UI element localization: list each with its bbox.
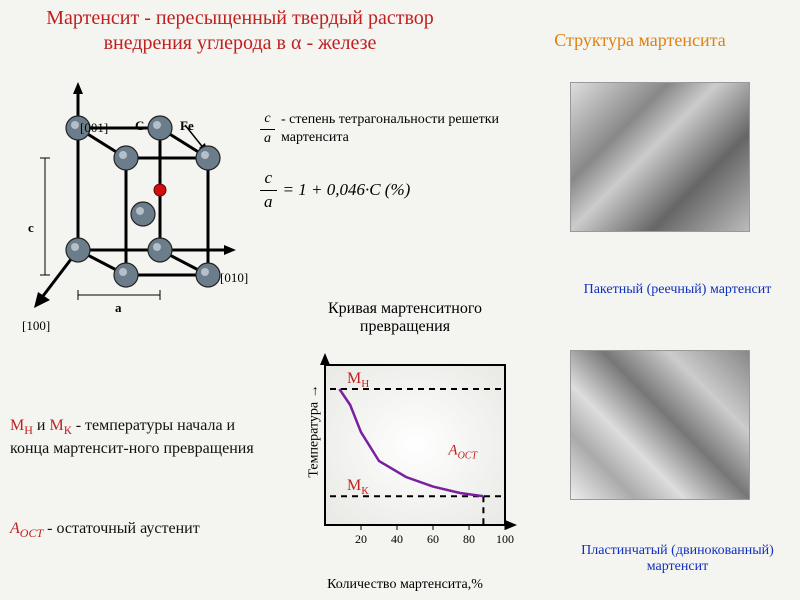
aost-text: АОСТ - остаточный аустенит bbox=[10, 520, 270, 541]
title-line1: Мартенсит - пересыщенный твердый раствор bbox=[46, 7, 434, 29]
main-title: Мартенсит - пересыщенный твердый раствор… bbox=[10, 6, 470, 56]
photo2-caption: Пластинчатый (двинокованный) мартенсит bbox=[560, 543, 795, 575]
chart-svg: 20406080100МНМКАОСТ bbox=[290, 350, 520, 570]
label-c-atom: C bbox=[135, 118, 144, 134]
axis-010: [010] bbox=[220, 270, 248, 286]
mk-sym: МК bbox=[49, 417, 71, 434]
formula-eq: = 1 + 0,046·C (%) bbox=[283, 179, 411, 202]
svg-text:60: 60 bbox=[427, 532, 439, 546]
svg-text:100: 100 bbox=[496, 532, 514, 546]
photo-packet bbox=[570, 82, 750, 232]
structure-title: Структура мартенсита bbox=[500, 30, 780, 51]
formula-desc: - степень тетрагональности решетки марте… bbox=[281, 111, 510, 149]
martensite-chart: 20406080100МНМКАОСТ bbox=[290, 350, 520, 570]
mn-mk-text: МН и МК - температуры начала и конца мар… bbox=[10, 415, 270, 460]
chart-title: Кривая мартенситного превращения bbox=[290, 300, 520, 336]
svg-text:20: 20 bbox=[355, 532, 367, 546]
frac-ca-2: c a bbox=[260, 167, 277, 214]
chart-xlabel: Количество мартенсита,% bbox=[290, 577, 520, 593]
title-line2: внедрения углерода в α - железе bbox=[104, 32, 377, 54]
formula-block: c a - степень тетрагональности решетки м… bbox=[260, 110, 510, 214]
lattice-svg bbox=[10, 70, 240, 330]
photo1-caption: Пакетный (реечный) мартенсит bbox=[560, 282, 795, 298]
photo-plate bbox=[570, 350, 750, 500]
label-a-dim: a bbox=[115, 300, 122, 316]
lattice-diagram: [001] [010] [100] C Fe c a bbox=[10, 70, 240, 320]
frac-ca-1: c a bbox=[260, 110, 275, 149]
label-c-dim: c bbox=[28, 220, 34, 236]
axis-100: [100] bbox=[22, 318, 50, 334]
svg-text:40: 40 bbox=[391, 532, 403, 546]
axis-001: [001] bbox=[80, 120, 108, 136]
aost-sym: АОСТ bbox=[10, 520, 43, 537]
mn-sym: МН bbox=[10, 417, 33, 434]
svg-text:80: 80 bbox=[463, 532, 475, 546]
label-fe: Fe bbox=[180, 118, 194, 134]
